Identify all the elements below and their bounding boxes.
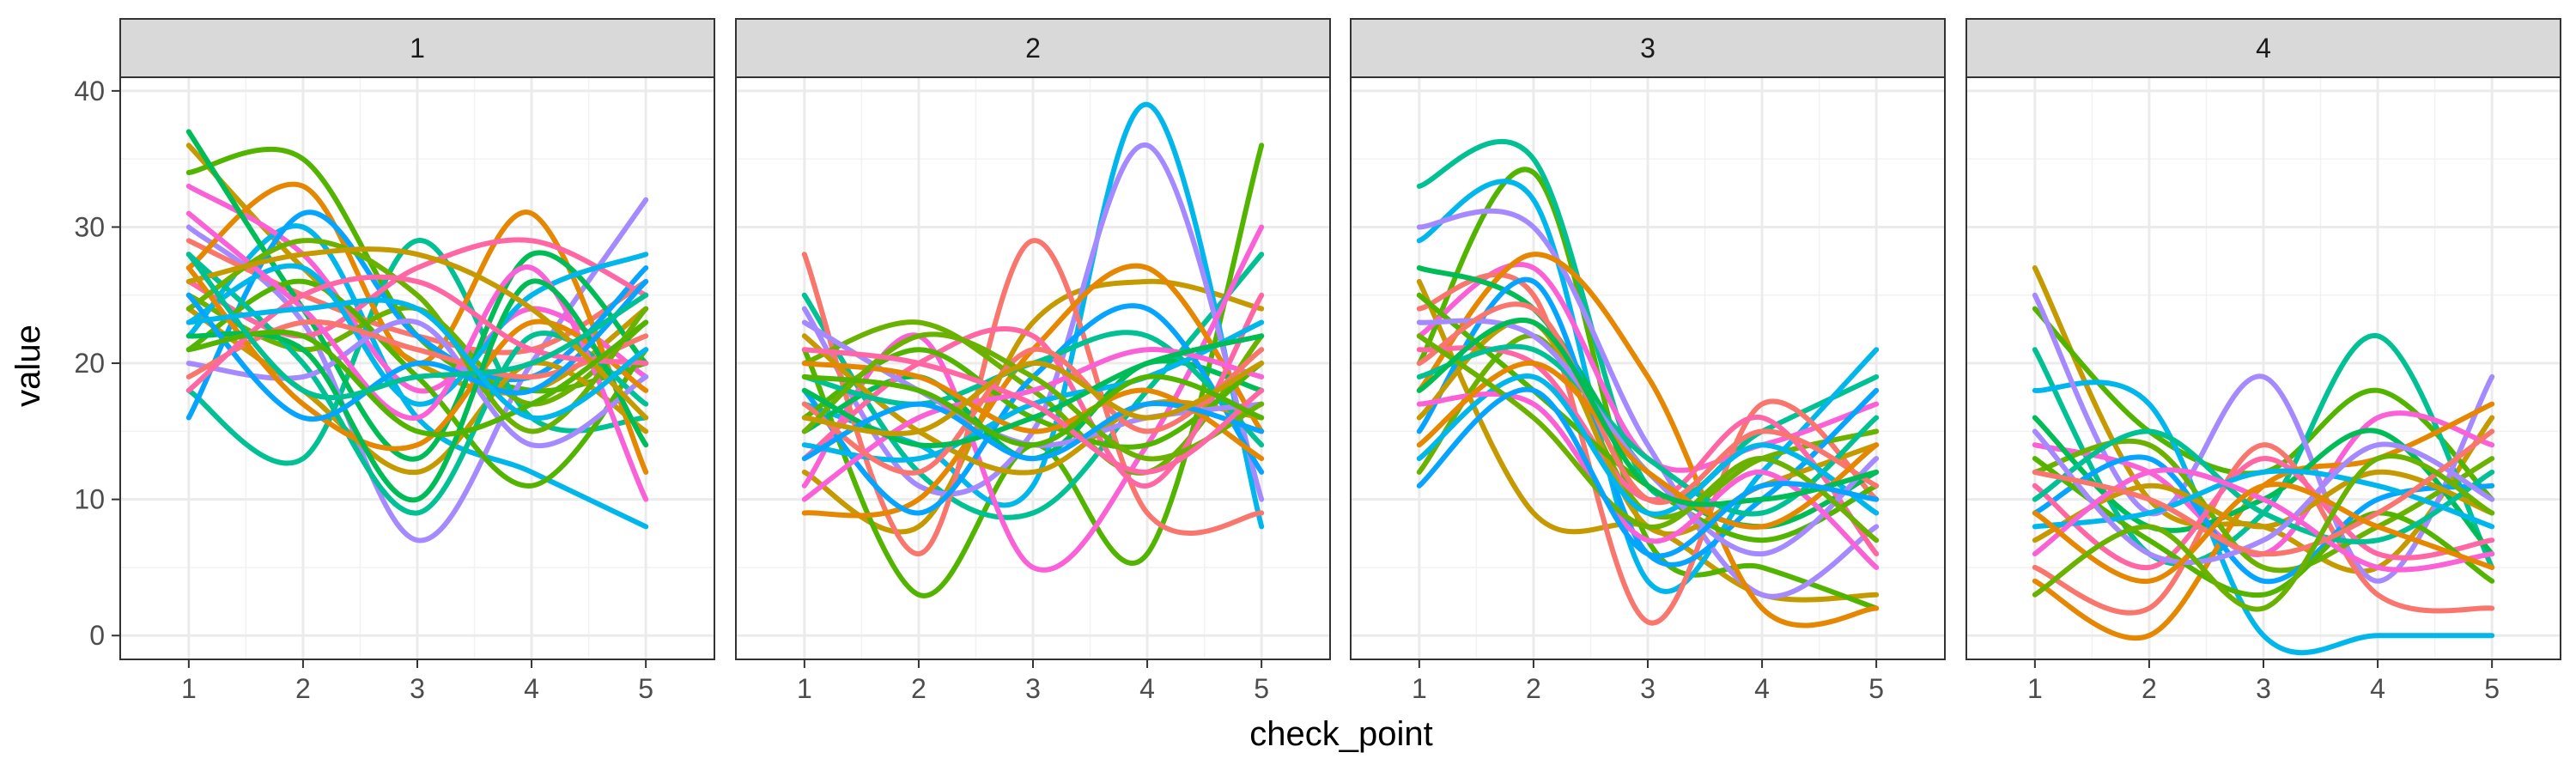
series-line xyxy=(801,401,1265,462)
series-line xyxy=(185,238,649,466)
y-axis-title: value xyxy=(9,325,47,407)
series-line xyxy=(2032,428,2495,566)
x-tick-label: 4 xyxy=(524,673,539,704)
series-line xyxy=(185,252,649,401)
series-line xyxy=(1416,386,1880,559)
x-tick-label: 3 xyxy=(1640,673,1656,704)
series-group xyxy=(1416,138,1880,628)
x-tick-label: 2 xyxy=(911,673,927,704)
x-tick-label: 5 xyxy=(1868,673,1884,704)
series-line xyxy=(1416,333,1880,520)
series-line xyxy=(185,252,649,407)
x-tick-label: 5 xyxy=(638,673,653,704)
series-line xyxy=(185,278,649,489)
series-line xyxy=(1416,343,1880,517)
series-line xyxy=(1416,208,1880,599)
x-tick-label: 4 xyxy=(2370,673,2385,704)
facet-strip xyxy=(735,18,1331,78)
series-line xyxy=(185,319,649,438)
series-line xyxy=(801,347,1265,476)
series-line xyxy=(185,265,649,452)
series-line xyxy=(2032,453,2495,612)
x-tick-label: 5 xyxy=(1254,673,1269,704)
facet-strip-label: 4 xyxy=(2256,33,2271,64)
series-line xyxy=(801,238,1265,557)
series-line xyxy=(185,274,649,393)
x-tick-label: 2 xyxy=(1526,673,1541,704)
x-tick-label: 5 xyxy=(2484,673,2500,704)
facet-strip xyxy=(1965,18,2561,78)
series-line xyxy=(2032,482,2495,584)
x-axis-title: check_point xyxy=(1249,715,1432,753)
series-group xyxy=(2032,265,2495,656)
panels-layer: 1 1 2 3 4 5 2 1 2 3 4 5 3 1 2 3 4 5 4 1 2 3 4 5 xyxy=(119,18,2561,704)
series-line xyxy=(2032,467,2495,573)
series-group xyxy=(185,129,649,543)
series-group xyxy=(801,101,1265,598)
x-tick-label: 1 xyxy=(1412,673,1427,704)
x-tick-label: 1 xyxy=(181,673,197,704)
series-line xyxy=(1416,252,1880,628)
x-tick-label: 1 xyxy=(2027,673,2043,704)
series-line xyxy=(801,331,1265,462)
x-tick-label: 2 xyxy=(2142,673,2157,704)
series-line xyxy=(1416,333,1880,543)
series-line xyxy=(185,278,649,422)
series-line xyxy=(1416,272,1880,626)
y-tick-label: 40 xyxy=(74,76,105,106)
facet-panel-3: 3 1 2 3 4 5 xyxy=(1350,18,1946,704)
y-tick-label: 0 xyxy=(89,620,105,651)
facet-strip-label: 1 xyxy=(410,33,425,64)
facet-strip-label: 3 xyxy=(1640,33,1656,64)
series-line xyxy=(801,252,1265,520)
x-tick-label: 3 xyxy=(410,673,425,704)
series-line xyxy=(2032,468,2495,530)
series-line xyxy=(2032,456,2495,570)
series-line xyxy=(2032,428,2495,545)
x-tick-label: 4 xyxy=(1754,673,1770,704)
series-line xyxy=(801,347,1265,475)
y-axis: 0 10 20 30 40 xyxy=(74,76,120,651)
facet-strip xyxy=(119,18,715,78)
series-line xyxy=(185,183,649,394)
series-line xyxy=(2032,428,2495,557)
series-line xyxy=(1416,318,1880,507)
facet-panel-1: 1 1 2 3 4 5 xyxy=(119,18,715,704)
series-line xyxy=(1416,301,1880,506)
series-line xyxy=(2032,469,2495,543)
series-line xyxy=(801,361,1265,437)
y-tick-label: 30 xyxy=(74,211,105,242)
facet-strip-label: 2 xyxy=(1025,33,1041,64)
series-line xyxy=(185,246,649,421)
series-line xyxy=(1416,361,1880,530)
x-tick-label: 1 xyxy=(797,673,812,704)
x-tick-label: 3 xyxy=(2256,673,2271,704)
series-line xyxy=(185,181,649,475)
facet-panel-4: 4 1 2 3 4 5 xyxy=(1965,18,2561,704)
facet-panel-2: 2 1 2 3 4 5 xyxy=(735,18,1331,704)
series-line xyxy=(185,278,649,503)
x-tick-label: 3 xyxy=(1025,673,1041,704)
series-line xyxy=(185,297,649,421)
x-tick-label: 4 xyxy=(1139,673,1155,704)
series-line xyxy=(2032,401,2495,641)
series-line xyxy=(2032,379,2495,656)
facet-strip xyxy=(1350,18,1946,78)
series-line xyxy=(801,373,1265,448)
x-tick-label: 2 xyxy=(295,673,311,704)
series-line xyxy=(185,306,649,475)
y-tick-label: 10 xyxy=(74,484,105,515)
y-tick-label: 20 xyxy=(74,348,105,379)
series-line xyxy=(2032,442,2495,616)
